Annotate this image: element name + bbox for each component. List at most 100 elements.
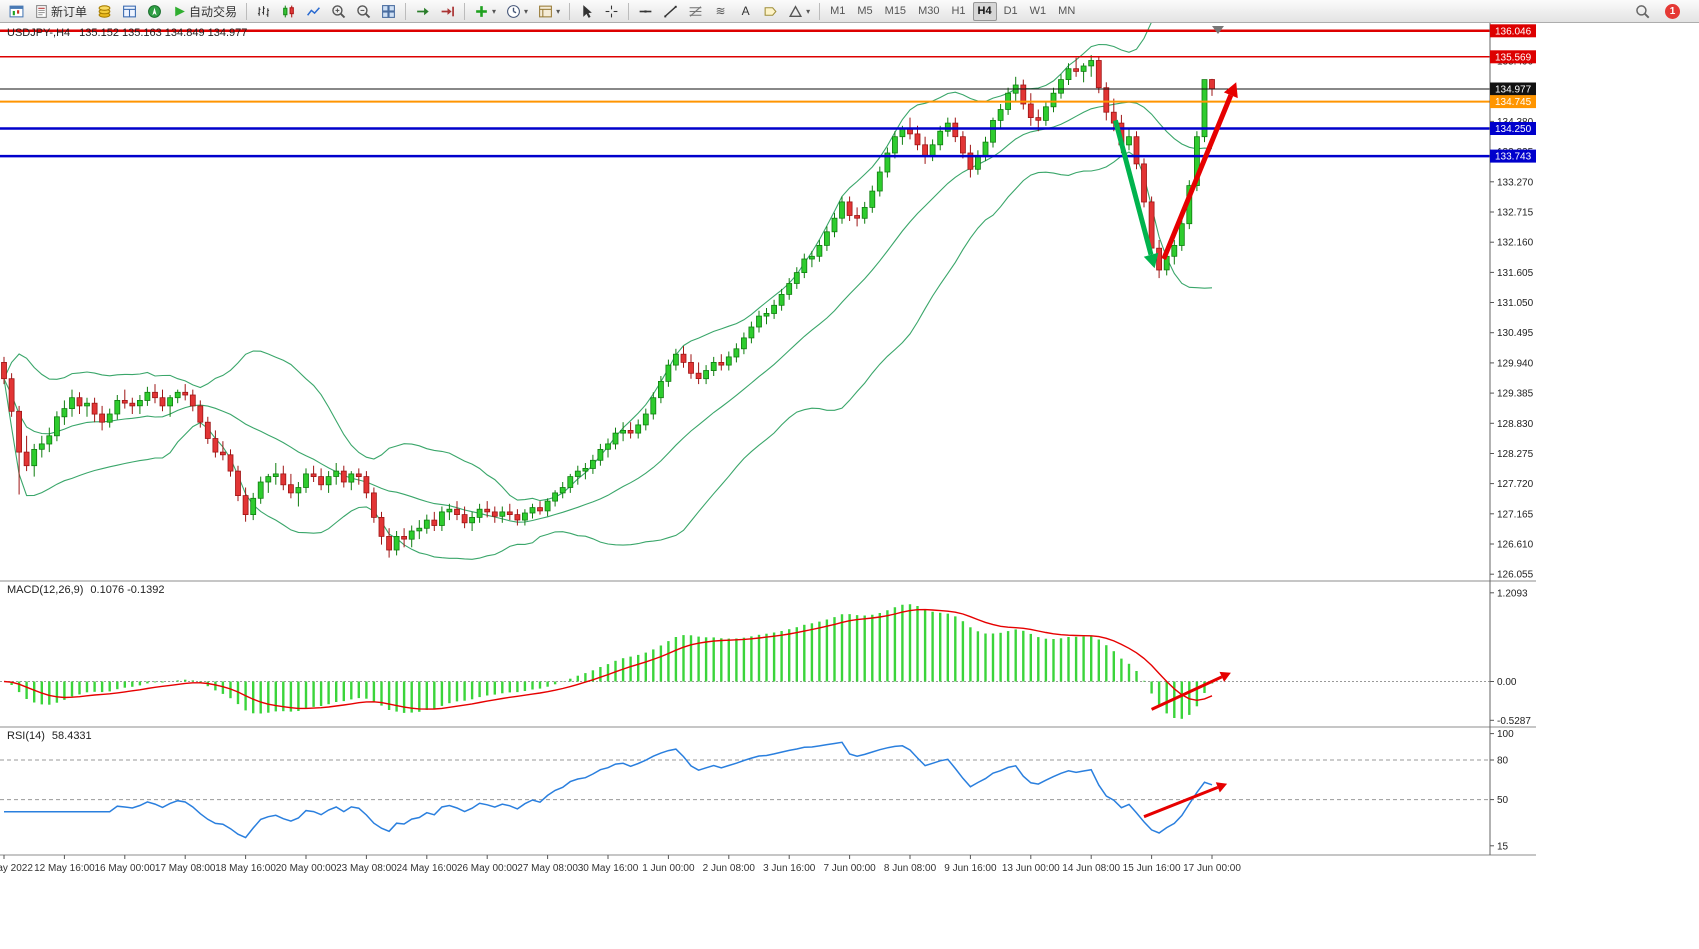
svg-text:128.275: 128.275 [1497,449,1534,460]
svg-text:15: 15 [1497,841,1509,852]
chart-shift-button[interactable] [436,2,459,21]
svg-text:127.720: 127.720 [1497,479,1534,490]
play-icon [172,4,187,19]
fibonacci-icon [688,4,703,19]
trendline-icon [663,4,678,19]
chart-shift-icon [440,4,455,19]
tf-m15-button-label: M15 [884,5,907,17]
auto-scroll-button[interactable] [411,2,434,21]
ohlc-values: 135.152 135.163 134.849 134.977 [79,27,248,39]
tf-w1-button-label: W1 [1029,5,1047,17]
bars-icon [256,4,271,19]
chevron-down-icon: ▾ [524,6,529,16]
cursor-button[interactable] [575,2,598,21]
auto-scroll-icon [415,4,430,19]
rsi-line [4,741,1213,839]
candlestick-chart-button[interactable] [277,2,300,21]
line-chart-icon [306,4,321,19]
crash-arrow[interactable] [1112,119,1159,269]
svg-text:135.569: 135.569 [1495,52,1532,63]
zoom-out-icon [356,4,371,19]
zoom-out-button[interactable] [352,2,375,21]
waves-button[interactable]: ≋ [709,2,732,21]
templates-button[interactable]: ▾ [534,2,564,21]
cursor-icon [579,4,594,19]
indicators-button[interactable]: ▾ [470,2,500,21]
autotrading-button-label: 自动交易 [189,4,238,19]
svg-text:129.385: 129.385 [1497,389,1534,400]
tf-h1-button[interactable]: H1 [946,2,970,21]
tile-windows-button[interactable] [377,2,400,21]
tf-m15-button[interactable]: M15 [880,2,911,21]
horizontal-line-button[interactable] [634,2,657,21]
svg-text:1.2093: 1.2093 [1497,588,1528,599]
text-icon: A [741,3,750,18]
tf-d1-button-label: D1 [1003,5,1018,17]
chart-title: USDJPY-,H4 135.152 135.163 134.849 134.97… [7,27,247,39]
chevron-down-icon: ▾ [556,6,561,16]
svg-text:133.270: 133.270 [1497,177,1534,188]
svg-text:133.743: 133.743 [1495,152,1532,163]
tf-h4-button[interactable]: H4 [972,1,997,21]
chart-area[interactable]: 136.045135.490134.935134.380133.825133.2… [0,23,1699,949]
macd-signal-line [3,608,1213,710]
svg-text:30 May 16:00: 30 May 16:00 [578,863,639,874]
tf-mn-button[interactable]: MN [1053,2,1080,21]
bar-chart-button[interactable] [252,2,275,21]
svg-text:2 Jun 08:00: 2 Jun 08:00 [703,863,756,874]
tf-m30-button-label: M30 [918,5,940,17]
tf-d1-button[interactable]: D1 [999,2,1023,21]
zoom-in-icon [331,4,346,19]
line-chart-button[interactable] [302,2,325,21]
svg-text:50: 50 [1497,795,1509,806]
svg-text:15 Jun 16:00: 15 Jun 16:00 [1123,863,1181,874]
fibonacci-button[interactable] [684,2,707,21]
tf-m1-button-label: M1 [830,5,846,17]
macd-arrow[interactable] [1150,671,1231,711]
tile-windows-icon [381,4,396,19]
crosshair-button[interactable] [600,2,623,21]
market-watch-button[interactable] [93,2,116,21]
tf-m1-button[interactable]: M1 [825,2,850,21]
autotrading-button[interactable]: 自动交易 [168,2,241,21]
periods-button[interactable]: ▾ [502,2,532,21]
chart-shift-marker[interactable] [1212,26,1224,34]
chart-svg[interactable]: 136.045135.490134.935134.380133.825133.2… [0,23,1699,949]
label-button[interactable] [759,2,782,21]
price-axis[interactable]: 136.045135.490134.935134.380133.825133.2… [1490,26,1534,581]
search-icon [1635,4,1650,19]
toolbar-right: 1 [1630,2,1695,21]
tf-m30-button[interactable]: M30 [913,2,944,21]
tf-w1-button[interactable]: W1 [1025,2,1052,21]
text-button[interactable]: A [734,2,757,21]
label-icon [763,4,778,19]
toolbar: 新订单 自动交易 ▾ ▾ ▾ ≋ A ▾ M1 M5 M15 M30 H1 H4 D1 W1 MN 1 [0,0,1699,23]
search-button[interactable] [1631,2,1654,21]
shapes-button[interactable]: ▾ [784,2,814,21]
price-tag: 134.977 [1490,82,1536,96]
svg-text:13 Jun 00:00: 13 Jun 00:00 [1002,863,1060,874]
svg-text:132.160: 132.160 [1497,238,1534,249]
svg-text:132.715: 132.715 [1497,208,1534,219]
data-window-button[interactable] [118,2,141,21]
toolbar-separator [628,2,630,20]
price-tag: 134.745 [1490,95,1536,109]
toolbar-groups: 新订单 自动交易 ▾ ▾ ▾ ≋ A ▾ M1 M5 M15 M30 H1 H4 D1 W1 MN [4,1,1081,21]
svg-text:12 May 16:00: 12 May 16:00 [34,863,95,874]
coins-icon [97,4,112,19]
svg-text:27 May 08:00: 27 May 08:00 [517,863,578,874]
new-chart-button[interactable] [5,2,28,21]
rally-arrow[interactable] [1161,82,1238,260]
svg-text:18 May 16:00: 18 May 16:00 [215,863,276,874]
zoom-in-button[interactable] [327,2,350,21]
tf-m5-button[interactable]: M5 [852,2,877,21]
symbol-timeframe: USDJPY-,H4 [7,27,71,39]
navigator-button[interactable] [143,2,166,21]
new-order-button[interactable]: 新订单 [30,2,91,21]
svg-text:26 May 00:00: 26 May 00:00 [457,863,518,874]
svg-text:136.046: 136.046 [1495,26,1532,37]
rsi-arrow[interactable] [1143,782,1228,819]
trendline-button[interactable] [659,2,682,21]
notifications-button[interactable]: 1 [1661,2,1684,21]
